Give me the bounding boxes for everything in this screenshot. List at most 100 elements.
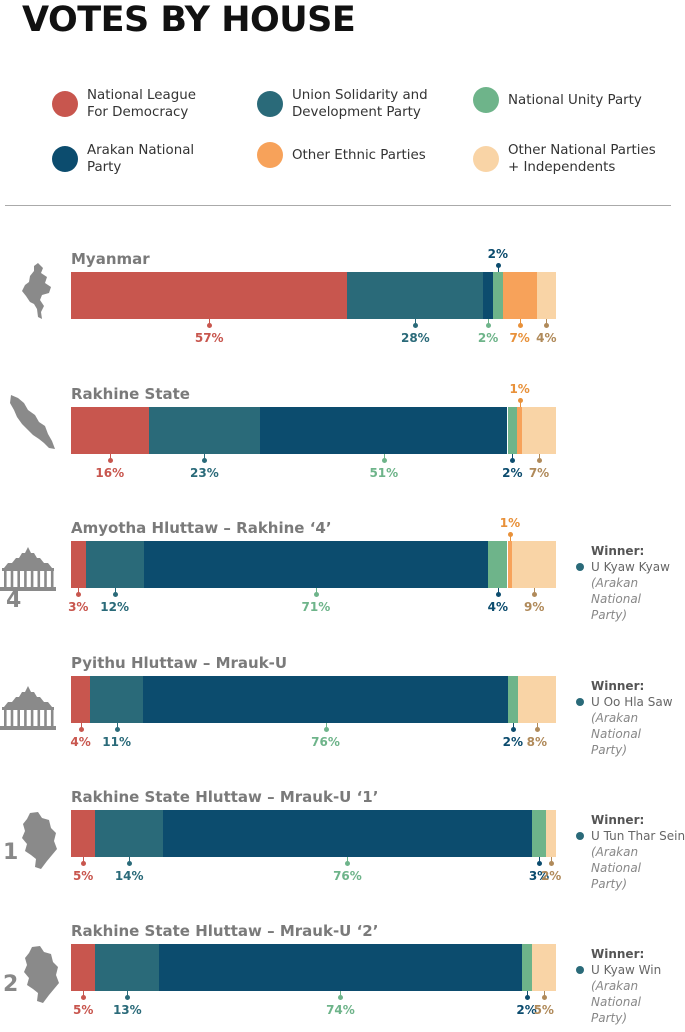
label-tick	[325, 723, 327, 730]
bar-segment	[71, 407, 149, 454]
value-label: 14%	[114, 869, 144, 883]
value-label: 1%	[509, 382, 530, 396]
bar-segment	[71, 810, 96, 857]
label-dot	[549, 861, 555, 866]
bar-title: Rakhine State	[71, 385, 190, 403]
label-dot	[338, 995, 344, 1000]
value-label: 12%	[100, 600, 130, 614]
label-tick	[347, 857, 349, 864]
bar-group: Amyotha Hluttaw – Rakhine ‘4’ 3% 12% 71% 4% 1…	[0, 516, 685, 629]
label-dot	[76, 592, 82, 597]
bar-group: Pyithu Hluttaw – Mrauk-U 4% 11% 76% 2% 8% Winn…	[0, 654, 685, 764]
winner-info: Winner: U Oo Hla Saw (Arakan National Part…	[576, 678, 685, 757]
bar-group: Rakhine State Hluttaw – Mrauk-U ‘1’ 5% 14%…	[0, 788, 685, 898]
legend-swatch	[473, 87, 499, 113]
value-label: 23%	[190, 466, 219, 480]
label-tick	[114, 588, 116, 595]
legend-label: Other National Parties + Independents	[508, 143, 656, 175]
label-dot	[517, 323, 523, 328]
legend-item: Arakan National Party	[52, 142, 194, 176]
legend-swatch	[52, 146, 78, 172]
bar-group: Myanmar 57% 28% 2% 2% 7% 4%	[0, 247, 685, 360]
label-tick	[519, 400, 521, 407]
winner-party: (Arakan National Party)	[591, 576, 642, 622]
value-label: 11%	[102, 735, 131, 749]
winner-label: Winner:	[591, 679, 645, 693]
value-label: 2%	[502, 735, 523, 749]
bar-segment	[260, 407, 508, 454]
bar-segment	[148, 407, 261, 454]
stacked-bar	[71, 407, 556, 454]
legend-item: National League For Democracy	[52, 87, 196, 121]
label-dot	[510, 727, 516, 732]
winner-name: U Kyaw Kyaw	[591, 560, 670, 574]
bar-segment	[71, 541, 86, 588]
label-tick	[315, 588, 317, 595]
value-label: 2%	[540, 869, 562, 883]
bar-segment	[492, 272, 503, 319]
bar-segment	[507, 541, 513, 588]
label-dot	[534, 727, 540, 732]
bar-segment	[531, 944, 556, 991]
bar-title: Myanmar	[71, 250, 150, 268]
value-label: 28%	[400, 331, 430, 345]
bar-segment	[512, 541, 556, 588]
label-tick	[543, 991, 545, 998]
value-label: 2%	[477, 331, 499, 345]
label-dot	[323, 727, 329, 732]
bar-segment	[90, 676, 144, 723]
stacked-bar	[71, 541, 556, 588]
bar-title: Rakhine State Hluttaw – Mrauk-U ‘2’	[71, 922, 379, 940]
label-dot	[381, 458, 387, 463]
value-label: 76%	[333, 869, 362, 883]
label-tick	[80, 723, 82, 730]
label-tick	[415, 319, 417, 326]
bar-segment	[95, 810, 164, 857]
value-label: 4%	[487, 600, 508, 614]
parliament-building-icon	[0, 686, 56, 734]
house-number: 2	[3, 972, 19, 997]
value-label: 7%	[509, 331, 530, 345]
bar-group: Rakhine State 16% 23% 51% 2% 1% 7%	[0, 382, 685, 495]
label-dot	[532, 592, 538, 597]
label-dot	[537, 861, 543, 866]
label-tick	[83, 857, 85, 864]
bar-segment	[483, 272, 493, 319]
stacked-bar	[71, 676, 556, 723]
legend-item: Union Solidarity and Development Party	[257, 87, 428, 121]
bar-group: Rakhine State Hluttaw – Mrauk-U ‘2’ 5% 13%…	[0, 922, 685, 1032]
value-label: 4%	[536, 331, 557, 345]
value-label: 5%	[533, 1003, 554, 1017]
stacked-bar	[71, 272, 556, 319]
bar-segment	[536, 272, 556, 319]
label-dot	[495, 263, 501, 268]
winner-label: Winner:	[591, 544, 645, 558]
value-label: 3%	[528, 869, 550, 883]
winner-party: (Arakan National Party)	[591, 979, 642, 1025]
winner-party: (Arakan National Party)	[591, 711, 642, 757]
label-tick	[534, 588, 536, 595]
label-dot	[107, 458, 113, 463]
label-tick	[488, 319, 490, 326]
bar-segment	[159, 944, 522, 991]
bar-segment	[522, 407, 556, 454]
page-title: VOTES BY HOUSE	[22, 0, 356, 40]
label-dot	[510, 458, 516, 463]
label-tick	[129, 857, 131, 864]
label-dot	[345, 861, 351, 866]
winner-info: Winner: U Kyaw Kyaw (Arakan National Party…	[576, 543, 685, 622]
value-label: 51%	[369, 466, 399, 480]
label-dot	[114, 727, 120, 732]
rakhine-map-icon	[8, 393, 56, 455]
bar-segment	[507, 407, 518, 454]
legend-swatch	[52, 91, 78, 117]
label-dot	[507, 532, 513, 537]
winner-name: U Kyaw Win	[591, 963, 662, 977]
constituency-map-icon	[16, 811, 58, 875]
bar-segment	[85, 541, 144, 588]
winner-party: (Arakan National Party)	[591, 845, 642, 891]
winner-info: Winner: U Kyaw Win (Arakan National Party)	[576, 946, 685, 1025]
label-dot	[313, 592, 319, 597]
legend-swatch	[473, 146, 499, 172]
value-label: 57%	[194, 331, 224, 345]
